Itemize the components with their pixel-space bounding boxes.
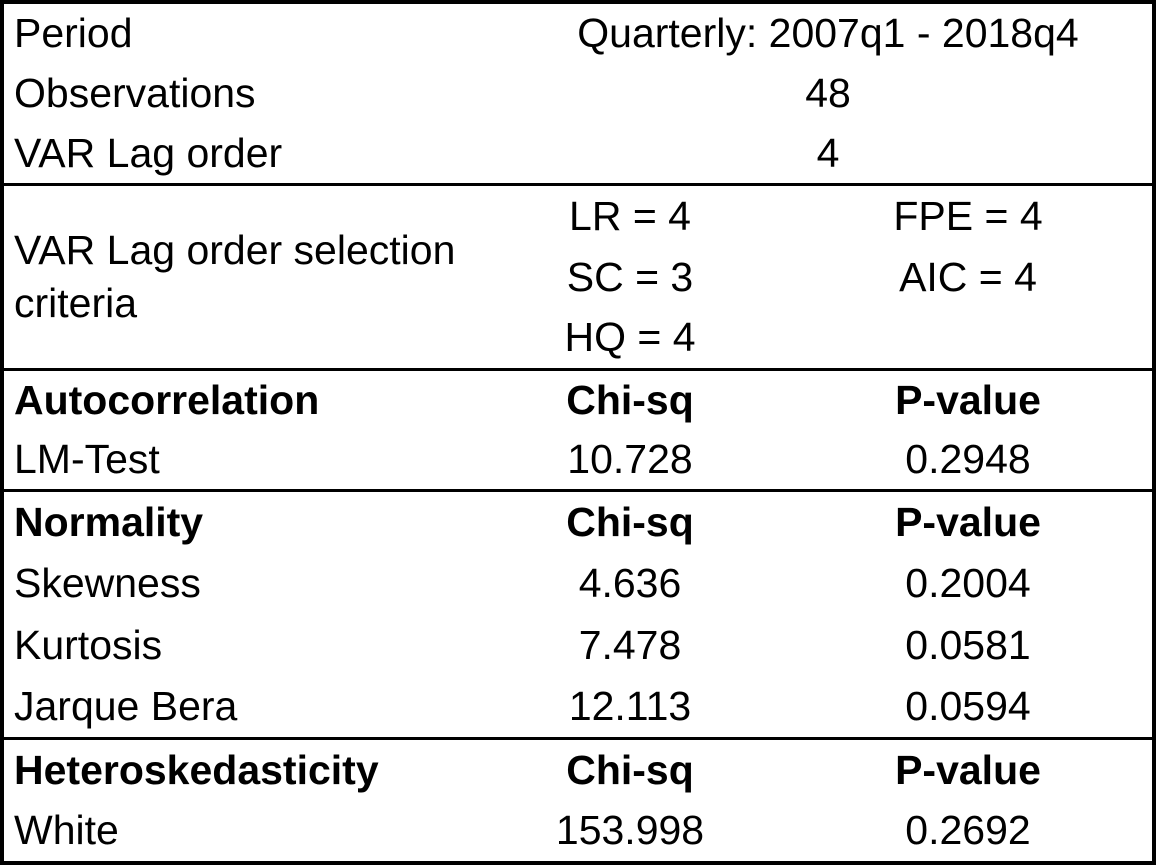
criterion-value: HQ = 4 <box>564 314 696 361</box>
chi-sq-value: 7.478 <box>578 621 682 668</box>
chi-sq-value: 153.998 <box>555 807 705 854</box>
normality-section: Normality Chi-sq P-value Skewness 4.636 … <box>4 489 1152 737</box>
chi-sq-value: 10.728 <box>567 436 693 482</box>
section-title: Heteroskedasticity <box>14 746 379 793</box>
info-row-value: 48 <box>805 70 851 116</box>
section-header-row: Normality Chi-sq P-value <box>4 492 1152 553</box>
section-title: Normality <box>14 499 204 546</box>
row-label: Kurtosis <box>14 621 163 668</box>
p-value: 0.0581 <box>905 621 1031 668</box>
autocorrelation-section: Autocorrelation Chi-sq P-value LM-Test 1… <box>4 368 1152 489</box>
section-header-row: Heteroskedasticity Chi-sq P-value <box>4 740 1152 801</box>
table-row-white: White 153.998 0.2692 <box>4 801 1152 862</box>
heteroskedasticity-section: Heteroskedasticity Chi-sq P-value White … <box>4 737 1152 861</box>
info-row-label: VAR Lag order <box>14 129 283 176</box>
criterion-value: SC = 3 <box>566 253 694 300</box>
row-label: White <box>14 807 119 854</box>
lag-selection-label-line1: VAR Lag order selection <box>14 227 456 273</box>
p-value-header: P-value <box>895 746 1041 793</box>
p-value-header: P-value <box>895 499 1041 546</box>
table-row-skewness: Skewness 4.636 0.2004 <box>4 553 1152 614</box>
criterion-value: LR = 4 <box>569 193 691 239</box>
chi-sq-value: 12.113 <box>568 682 692 729</box>
info-row-label: Observations <box>14 70 256 116</box>
info-row-label: Period <box>14 10 133 57</box>
table-row-observations: Observations 48 <box>4 64 1152 124</box>
p-value: 0.2948 <box>905 436 1031 482</box>
lag-selection-label-line2: criteria <box>14 280 138 326</box>
p-value-header: P-value <box>895 377 1041 423</box>
section-title: Autocorrelation <box>14 377 320 423</box>
lag-selection-section: VAR Lag order selection criteria LR = 4 … <box>4 183 1152 368</box>
table-row-lm-test: LM-Test 10.728 0.2948 <box>4 430 1152 489</box>
chi-sq-header: Chi-sq <box>566 377 694 423</box>
chi-sq-header: Chi-sq <box>566 499 694 546</box>
criteria-column-b: FPE = 4 AIC = 4 <box>843 186 1093 368</box>
p-value: 0.2004 <box>905 560 1031 607</box>
criterion-value: AIC = 4 <box>899 253 1037 300</box>
table-row-jarque-bera: Jarque Bera 12.113 0.0594 <box>4 676 1152 737</box>
criterion-value: FPE = 4 <box>893 193 1043 239</box>
info-row-value: 4 <box>816 129 840 176</box>
chi-sq-header: Chi-sq <box>566 746 694 793</box>
p-value: 0.0594 <box>905 682 1031 729</box>
criteria-column-a: LR = 4 SC = 3 HQ = 4 <box>505 186 755 368</box>
info-section: Period Quarterly: 2007q1 - 2018q4 Observ… <box>4 4 1152 183</box>
table-row-kurtosis: Kurtosis 7.478 0.0581 <box>4 615 1152 676</box>
row-label: LM-Test <box>14 436 160 482</box>
row-label: Jarque Bera <box>14 682 238 729</box>
table-row-period: Period Quarterly: 2007q1 - 2018q4 <box>4 4 1152 64</box>
section-header-row: Autocorrelation Chi-sq P-value <box>4 371 1152 430</box>
p-value: 0.2692 <box>905 807 1031 854</box>
info-row-value: Quarterly: 2007q1 - 2018q4 <box>577 10 1079 57</box>
row-label: Skewness <box>14 560 201 607</box>
table-row-var-lag-order: VAR Lag order 4 <box>4 123 1152 183</box>
chi-sq-value: 4.636 <box>578 560 682 607</box>
lag-selection-label: VAR Lag order selection criteria <box>4 186 505 368</box>
